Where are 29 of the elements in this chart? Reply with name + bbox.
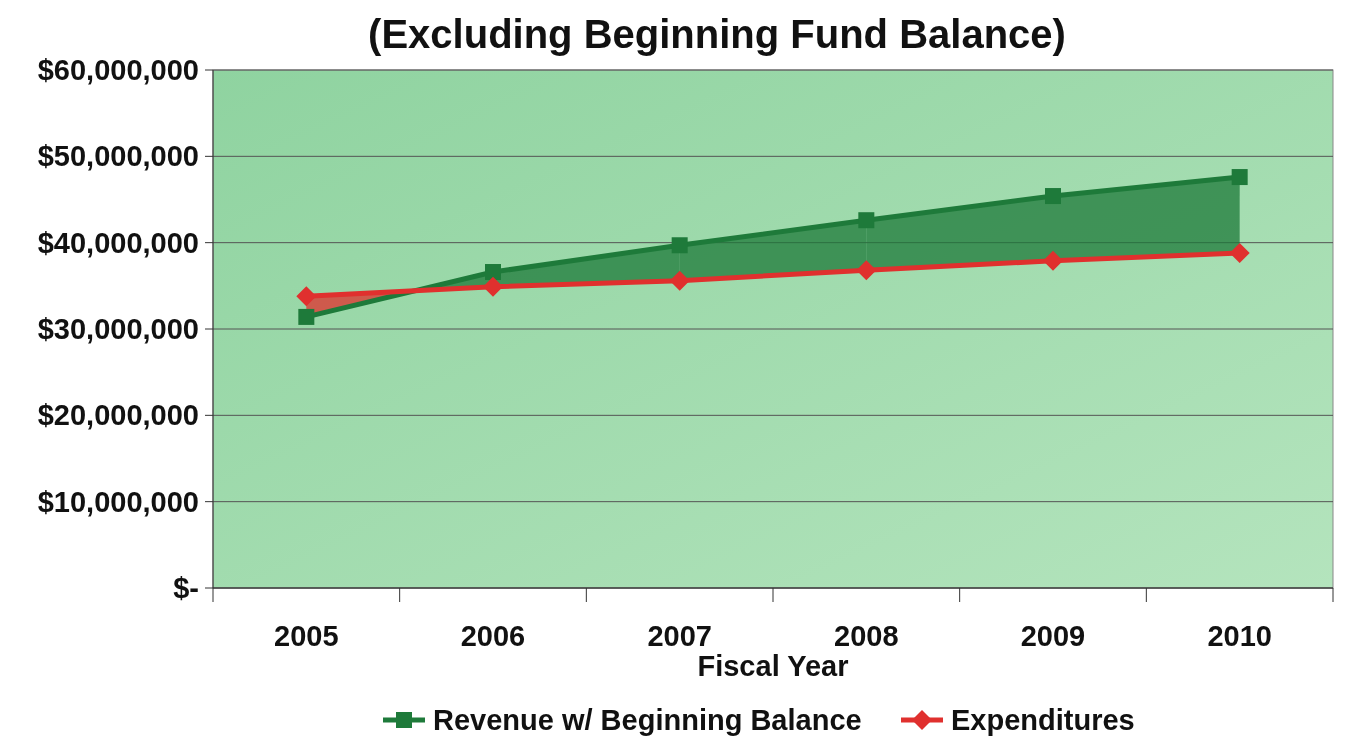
point [483,276,503,297]
point [1045,188,1061,205]
x-tick-label: 2010 [1207,620,1272,652]
y-tick-label: $20,000,000 [37,399,199,432]
y-tick-label: $50,000,000 [37,140,199,173]
point [1229,243,1250,264]
point [485,264,501,281]
point [669,270,690,291]
x-tick-label: 2007 [647,620,712,652]
y-tick-label: $10,000,000 [37,485,199,518]
y-tick-label: $40,000,000 [37,226,199,259]
y-tick-label: $- [173,572,199,605]
y-tick-label: $30,000,000 [37,313,199,346]
x-tick-label: 2006 [460,620,526,652]
legend-label: Revenue w/ Beginning Balance [433,704,862,737]
point [856,260,877,281]
y-tick-label: $60,000,000 [37,54,199,87]
point [671,237,688,254]
point [298,308,315,325]
point [1231,169,1248,186]
x-tick-label: 2005 [274,620,339,652]
point [1043,250,1063,271]
x-axis-title: Fiscal Year [697,650,849,682]
point [296,286,317,307]
legend-label: Expenditures [951,704,1135,737]
point [858,212,875,229]
x-tick-label: 2009 [1020,620,1086,652]
chart-title: (Excluding Beginning Fund Balance) [368,12,1066,56]
x-tick-label: 2008 [834,620,899,652]
